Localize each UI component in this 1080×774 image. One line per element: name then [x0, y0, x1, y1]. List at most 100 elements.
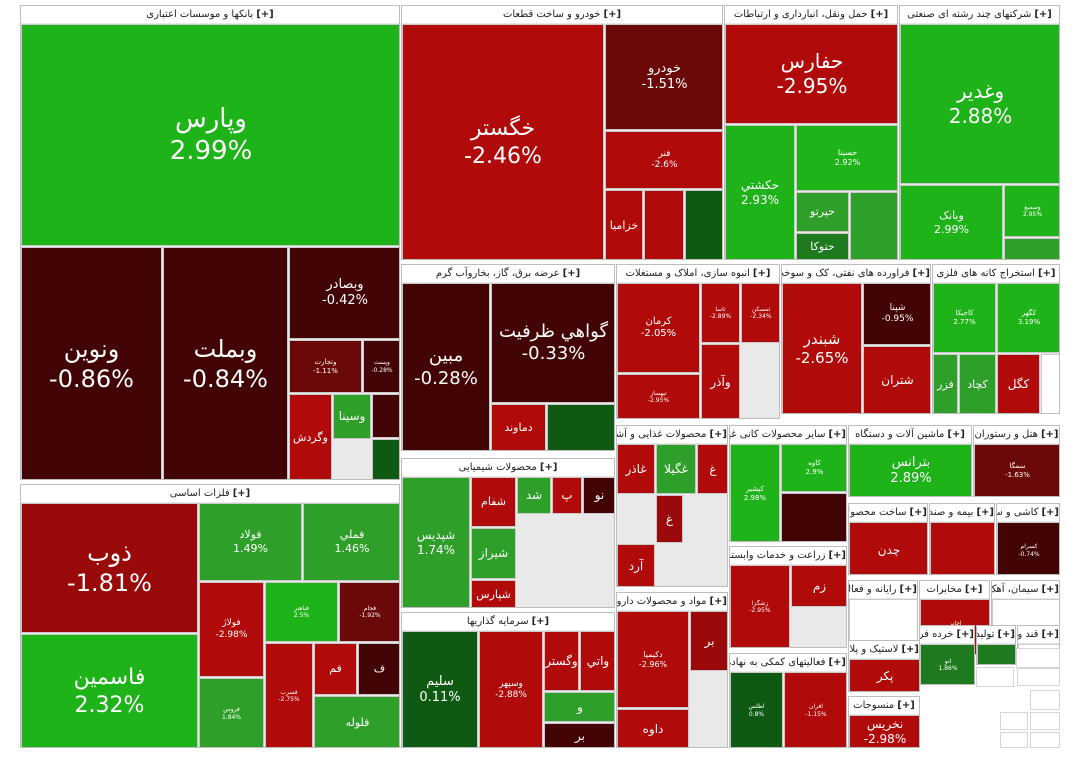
sector-box[interactable]: [+]زراعت و خدمات وابسته زشگزا -2.95% زم — [729, 546, 847, 648]
sector-box[interactable]: [+]لاستیک و پلاستیک پکر — [848, 640, 920, 692]
sector-header[interactable]: [+]قند و شکر — [1018, 626, 1059, 643]
stock-tile[interactable]: کرمان -2.05% — [617, 283, 700, 373]
sector-header[interactable]: [+]منسوجات — [849, 697, 919, 714]
expand-toggle[interactable]: [+] — [964, 584, 983, 595]
sector-box[interactable]: [+]ساخت محصولات فلزی چدن — [848, 503, 928, 575]
sector-header[interactable]: [+]خودرو و ساخت قطعات — [402, 6, 722, 23]
stock-tile[interactable]: ف — [358, 643, 399, 695]
stock-tile[interactable]: سمگا -1.63% — [974, 444, 1059, 496]
sector-header[interactable]: [+]عرضه برق، گاز، بخاروآب گرم — [402, 265, 614, 282]
stock-tile[interactable] — [930, 522, 994, 574]
stock-tile[interactable]: پ — [552, 477, 582, 514]
stock-tile[interactable]: شد — [517, 477, 551, 514]
stock-tile[interactable]: شپدیس 1.74% — [402, 477, 470, 607]
sector-header[interactable]: [+]شرکتهای چند رشته ای صنعتی — [900, 6, 1059, 23]
stock-tile[interactable]: زم — [791, 565, 846, 607]
expand-toggle[interactable]: [+] — [947, 429, 965, 440]
sector-header[interactable]: [+]خرده فروشی — [920, 626, 974, 643]
sector-header[interactable]: [+]استخراج کانه های فلزی — [933, 265, 1059, 282]
stock-tile[interactable] — [372, 439, 399, 479]
stock-tile[interactable]: ذوب -1.81% — [21, 503, 198, 633]
stock-tile[interactable]: وبانک 2.99% — [900, 185, 1003, 259]
expand-toggle[interactable]: [+] — [1041, 584, 1059, 595]
stock-tile[interactable]: مبین -0.28% — [402, 283, 490, 450]
expand-toggle[interactable]: [+] — [256, 9, 274, 20]
stock-tile[interactable]: کاجیکا 2.77% — [933, 283, 996, 353]
stock-tile[interactable]: بترانس 2.89% — [849, 444, 971, 496]
expand-toggle[interactable]: [+] — [956, 629, 974, 640]
stock-tile[interactable]: کچاد — [959, 354, 996, 413]
stock-tile[interactable]: چدن — [849, 522, 927, 574]
sector-box[interactable]: [+]محصولات شیمیایی شپدیس 1.74% شفام شیراز شپا… — [401, 458, 615, 608]
stock-tile[interactable]: فاسمین 2.32% — [21, 634, 198, 747]
stock-tile[interactable]: شپارس — [471, 580, 516, 607]
stock-tile[interactable]: دماوند — [491, 404, 546, 450]
stock-tile[interactable]: ونوین -0.86% — [21, 247, 162, 479]
stock-tile[interactable]: ثبهساز -2.95% — [617, 374, 700, 418]
expand-toggle[interactable]: [+] — [562, 268, 581, 279]
expand-toggle[interactable]: [+] — [531, 616, 550, 627]
stock-tile[interactable]: دکیمیا -2.96% — [617, 611, 689, 708]
stock-tile[interactable]: خودرو -1.51% — [605, 24, 722, 130]
sector-box[interactable]: [+]فراورده های نفتی، کک و سوخت شبندر -2.65… — [781, 264, 931, 414]
stock-tile[interactable]: وتجارت -1.11% — [289, 340, 362, 393]
sector-header[interactable]: [+]بانکها و موسسات اعتباری — [21, 6, 399, 23]
sector-box[interactable]: [+]سرمایه گذاریها سلیم 0.11% وسپهر -2.88% وگس… — [401, 612, 615, 748]
stock-tile[interactable]: پکر — [849, 659, 919, 691]
stock-tile[interactable]: وگستر — [544, 631, 579, 691]
stock-tile[interactable]: فباهنر 2.5% — [265, 582, 338, 642]
expand-toggle[interactable]: [+] — [909, 507, 927, 518]
stock-tile[interactable]: حکشتي 2.93% — [725, 125, 795, 259]
sector-header[interactable]: [+]سیمان، آهک و گچ — [992, 581, 1059, 598]
expand-toggle[interactable]: [+] — [539, 462, 558, 473]
stock-tile[interactable]: واتي — [580, 631, 614, 691]
sector-header[interactable]: [+]فعالیتهای کمکی به نهادهای مالی — [730, 654, 846, 671]
stock-tile[interactable]: شپنا -0.95% — [863, 283, 930, 345]
stock-tile[interactable]: سلیم 0.11% — [402, 631, 478, 747]
stock-tile[interactable] — [644, 190, 684, 259]
stock-tile[interactable]: وسپهر -2.88% — [479, 631, 543, 747]
stock-tile[interactable]: حتوکا — [796, 233, 849, 259]
sector-header[interactable]: [+]سایر محصولات کانی غیرفلزی — [730, 426, 846, 443]
expand-toggle[interactable]: [+] — [870, 9, 889, 20]
sector-header[interactable]: [+]انبوه سازی، املاک و مستغلات — [617, 265, 779, 282]
sector-header[interactable]: [+]کاشی و سرامیک — [997, 504, 1059, 521]
expand-toggle[interactable]: [+] — [828, 657, 846, 668]
sector-box[interactable]: [+]هتل و رستوران سمگا -1.63% — [973, 425, 1060, 497]
sector-header[interactable]: [+]فلزات اساسی — [21, 485, 399, 502]
expand-toggle[interactable]: [+] — [709, 429, 727, 440]
sector-box[interactable]: [+]تولید محصولات کامپیوتری — [976, 625, 1016, 665]
stock-tile[interactable] — [547, 404, 614, 450]
sector-header[interactable]: [+]حمل ونقل، انبارداری و ارتباطات — [725, 6, 897, 23]
stock-tile[interactable]: غ — [697, 444, 727, 494]
sector-box[interactable]: [+]مواد و محصولات داروییدکیمیا-2.96%داوه… — [616, 592, 728, 748]
stock-tile[interactable]: وبصادر -0.42% — [289, 247, 399, 339]
sector-header[interactable]: [+]رایانه و فعالیتهای وابسته — [849, 581, 917, 598]
sector-header[interactable]: [+]هتل و رستوران — [974, 426, 1059, 443]
stock-tile[interactable]: وپست -0.28% — [363, 340, 399, 393]
stock-tile[interactable]: فزر — [933, 354, 958, 413]
sector-header[interactable]: [+]سرمایه گذاریها — [402, 613, 614, 630]
sector-box[interactable]: [+]سایر محصولات کانی غیرفلزیکپشیر2.98%کا… — [729, 425, 847, 542]
stock-tile[interactable] — [781, 493, 846, 541]
sector-header[interactable]: [+]محصولات شیمیایی — [402, 459, 614, 476]
expand-toggle[interactable]: [+] — [897, 700, 915, 711]
expand-toggle[interactable]: [+] — [752, 268, 771, 279]
sector-header[interactable]: [+]زراعت و خدمات وابسته — [730, 547, 846, 564]
sector-header[interactable]: [+]محصولات غذایی و آشامیدنی — [617, 426, 727, 443]
expand-toggle[interactable]: [+] — [1041, 507, 1059, 518]
sector-header[interactable]: [+]بیمه و صندوق — [930, 504, 994, 521]
stock-tile[interactable]: اطلس 0.8% — [730, 672, 783, 747]
stock-tile[interactable]: افران -1.15% — [784, 672, 846, 747]
stock-tile[interactable]: شیراز — [471, 528, 516, 579]
expand-toggle[interactable]: [+] — [997, 629, 1015, 640]
sector-box[interactable]: [+]بیمه و صندوق — [929, 503, 995, 575]
stock-tile[interactable]: کگل — [997, 354, 1040, 413]
stock-tile[interactable]: فم — [314, 643, 357, 695]
stock-tile[interactable]: کگهر 3.19% — [997, 283, 1059, 353]
expand-toggle[interactable]: [+] — [1041, 629, 1059, 640]
stock-tile[interactable]: آرد — [617, 544, 655, 586]
sector-box[interactable]: [+]شرکتهای چند رشته ای صنعتی وغدير 2.88% وب… — [899, 5, 1060, 260]
stock-tile[interactable] — [850, 192, 897, 259]
stock-tile[interactable]: فولاد 1.49% — [199, 503, 302, 581]
